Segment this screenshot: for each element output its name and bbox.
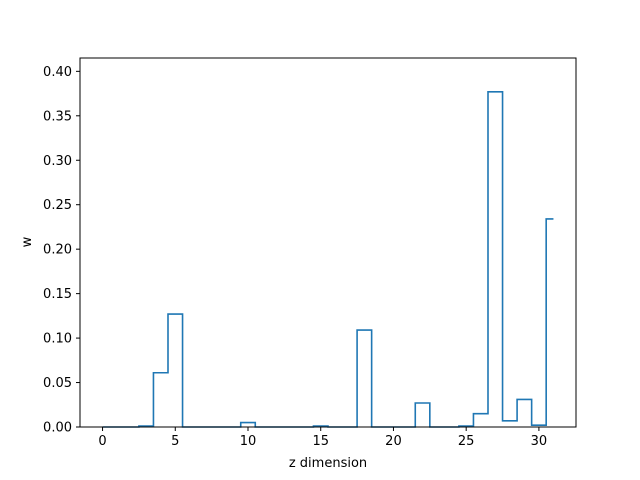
y-tick-label: 0.40: [43, 65, 72, 80]
y-tick-label: 0.00: [43, 421, 72, 436]
y-tick-label: 0.20: [43, 243, 72, 258]
x-tick-label: 0: [98, 434, 106, 449]
x-axis-label: z dimension: [289, 456, 367, 471]
y-tick-label: 0.35: [43, 109, 72, 124]
x-tick-label: 5: [171, 434, 179, 449]
y-tick-label: 0.30: [43, 154, 72, 169]
x-tick-label: 25: [458, 434, 475, 449]
y-axis: 0.00 0.05 0.10 0.15 0.20 0.25 0.30 0.35 0.40: [43, 65, 80, 436]
x-tick-label: 10: [240, 434, 257, 449]
x-axis: 0 5 10 15 20 25 30: [98, 427, 547, 449]
x-tick-label: 20: [385, 434, 402, 449]
y-tick-label: 0.05: [43, 376, 72, 391]
y-tick-label: 0.10: [43, 332, 72, 347]
x-tick-label: 15: [312, 434, 329, 449]
y-axis-label: w: [20, 236, 35, 247]
x-tick-label: 30: [531, 434, 548, 449]
y-tick-label: 0.25: [43, 198, 72, 213]
y-tick-label: 0.15: [43, 287, 72, 302]
plot-frame: [79, 57, 577, 428]
